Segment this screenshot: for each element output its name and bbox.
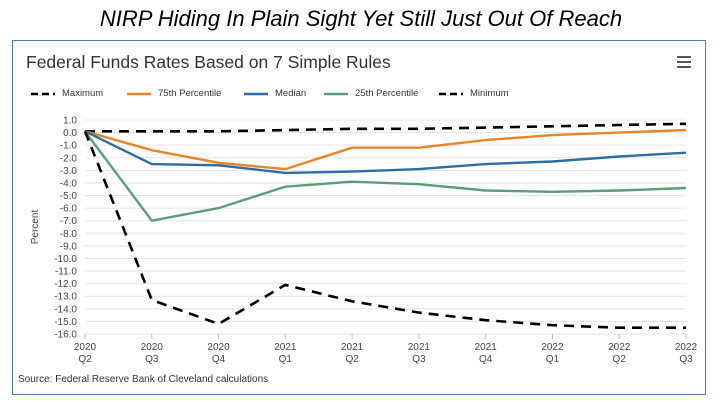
series-line-median bbox=[84, 130, 687, 175]
y-tick-label: -3.0 bbox=[60, 166, 78, 177]
legend-label: Minimum bbox=[470, 88, 509, 99]
legend-swatch bbox=[127, 92, 151, 95]
x-tick-label: 2021 bbox=[408, 342, 431, 353]
legend-swatch bbox=[324, 92, 348, 95]
chart-title: Federal Funds Rates Based on 7 Simple Ru… bbox=[26, 52, 391, 72]
x-tick-label: Q3 bbox=[679, 354, 693, 365]
series-line-25th-percentile bbox=[84, 130, 687, 222]
x-tick-label: 2021 bbox=[475, 342, 498, 353]
y-tick-label: -8.0 bbox=[60, 229, 78, 240]
x-tick-label: Q3 bbox=[145, 354, 159, 365]
legend-label: 75th Percentile bbox=[158, 88, 222, 99]
x-tick-label: Q1 bbox=[279, 354, 293, 365]
legend-label: Median bbox=[275, 88, 307, 99]
y-tick-label: -4.0 bbox=[60, 178, 78, 189]
y-axis-label: Percent bbox=[30, 210, 41, 245]
x-tick-label: 2022 bbox=[675, 342, 698, 353]
y-tick-label: -10.0 bbox=[54, 254, 77, 265]
x-tick-label: Q2 bbox=[345, 354, 359, 365]
y-tick-label: -5.0 bbox=[60, 191, 78, 202]
y-tick-label: -12.0 bbox=[54, 279, 77, 290]
x-tick-label: 2020 bbox=[74, 342, 97, 353]
legend-item[interactable]: Median bbox=[243, 88, 306, 99]
y-tick-label: -13.0 bbox=[54, 292, 77, 303]
x-tick-label: Q2 bbox=[613, 354, 627, 365]
legend-item[interactable]: Maximum bbox=[30, 88, 103, 99]
legend-item[interactable]: 25th Percentile bbox=[323, 88, 418, 99]
y-tick-label: 1.0 bbox=[63, 116, 77, 127]
y-tick-label: -11.0 bbox=[55, 267, 77, 278]
source-note: Source: Federal Reserve Bank of Clevelan… bbox=[18, 374, 269, 385]
legend-swatch bbox=[31, 92, 55, 95]
series-line-75th-percentile bbox=[84, 128, 687, 171]
y-tick-label: -14.0 bbox=[54, 304, 77, 315]
x-tick-label: 2020 bbox=[141, 342, 164, 353]
x-tick-label: Q4 bbox=[212, 354, 226, 365]
legend-label: 25th Percentile bbox=[355, 88, 419, 99]
x-tick-label: 2022 bbox=[608, 342, 631, 353]
y-tick-label: -9.0 bbox=[60, 241, 78, 252]
x-tick-label: 2021 bbox=[274, 342, 297, 353]
x-tick-label: Q4 bbox=[479, 354, 493, 365]
y-tick-label: -16.0 bbox=[54, 330, 77, 341]
x-tick-label: 2020 bbox=[207, 342, 230, 353]
legend-item[interactable]: 75th Percentile bbox=[126, 88, 221, 99]
page-title: NIRP Hiding In Plain Sight Yet Still Jus… bbox=[99, 6, 623, 31]
legend-label: Maximum bbox=[62, 88, 104, 99]
series-line-maximum bbox=[85, 122, 687, 133]
y-tick-label: -15.0 bbox=[54, 317, 77, 328]
x-tick-label: 2022 bbox=[541, 342, 564, 353]
legend-swatch bbox=[244, 92, 268, 95]
x-tick-label: Q3 bbox=[412, 354, 426, 365]
x-tick-label: Q2 bbox=[78, 354, 92, 365]
series-line-minimum bbox=[83, 130, 686, 330]
legend-item[interactable]: Minimum bbox=[438, 88, 509, 99]
y-tick-label: -6.0 bbox=[60, 204, 78, 215]
y-tick-label: 0.0 bbox=[63, 128, 77, 139]
y-tick-label: -2.0 bbox=[60, 153, 78, 164]
hamburger-menu-icon[interactable] bbox=[677, 56, 691, 68]
legend-swatch bbox=[439, 92, 463, 95]
y-tick-label: -7.0 bbox=[60, 216, 78, 227]
chart-frame bbox=[12, 40, 706, 395]
x-tick-label: 2021 bbox=[341, 342, 364, 353]
y-tick-label: -1.0 bbox=[60, 141, 78, 152]
x-tick-label: Q1 bbox=[546, 354, 560, 365]
